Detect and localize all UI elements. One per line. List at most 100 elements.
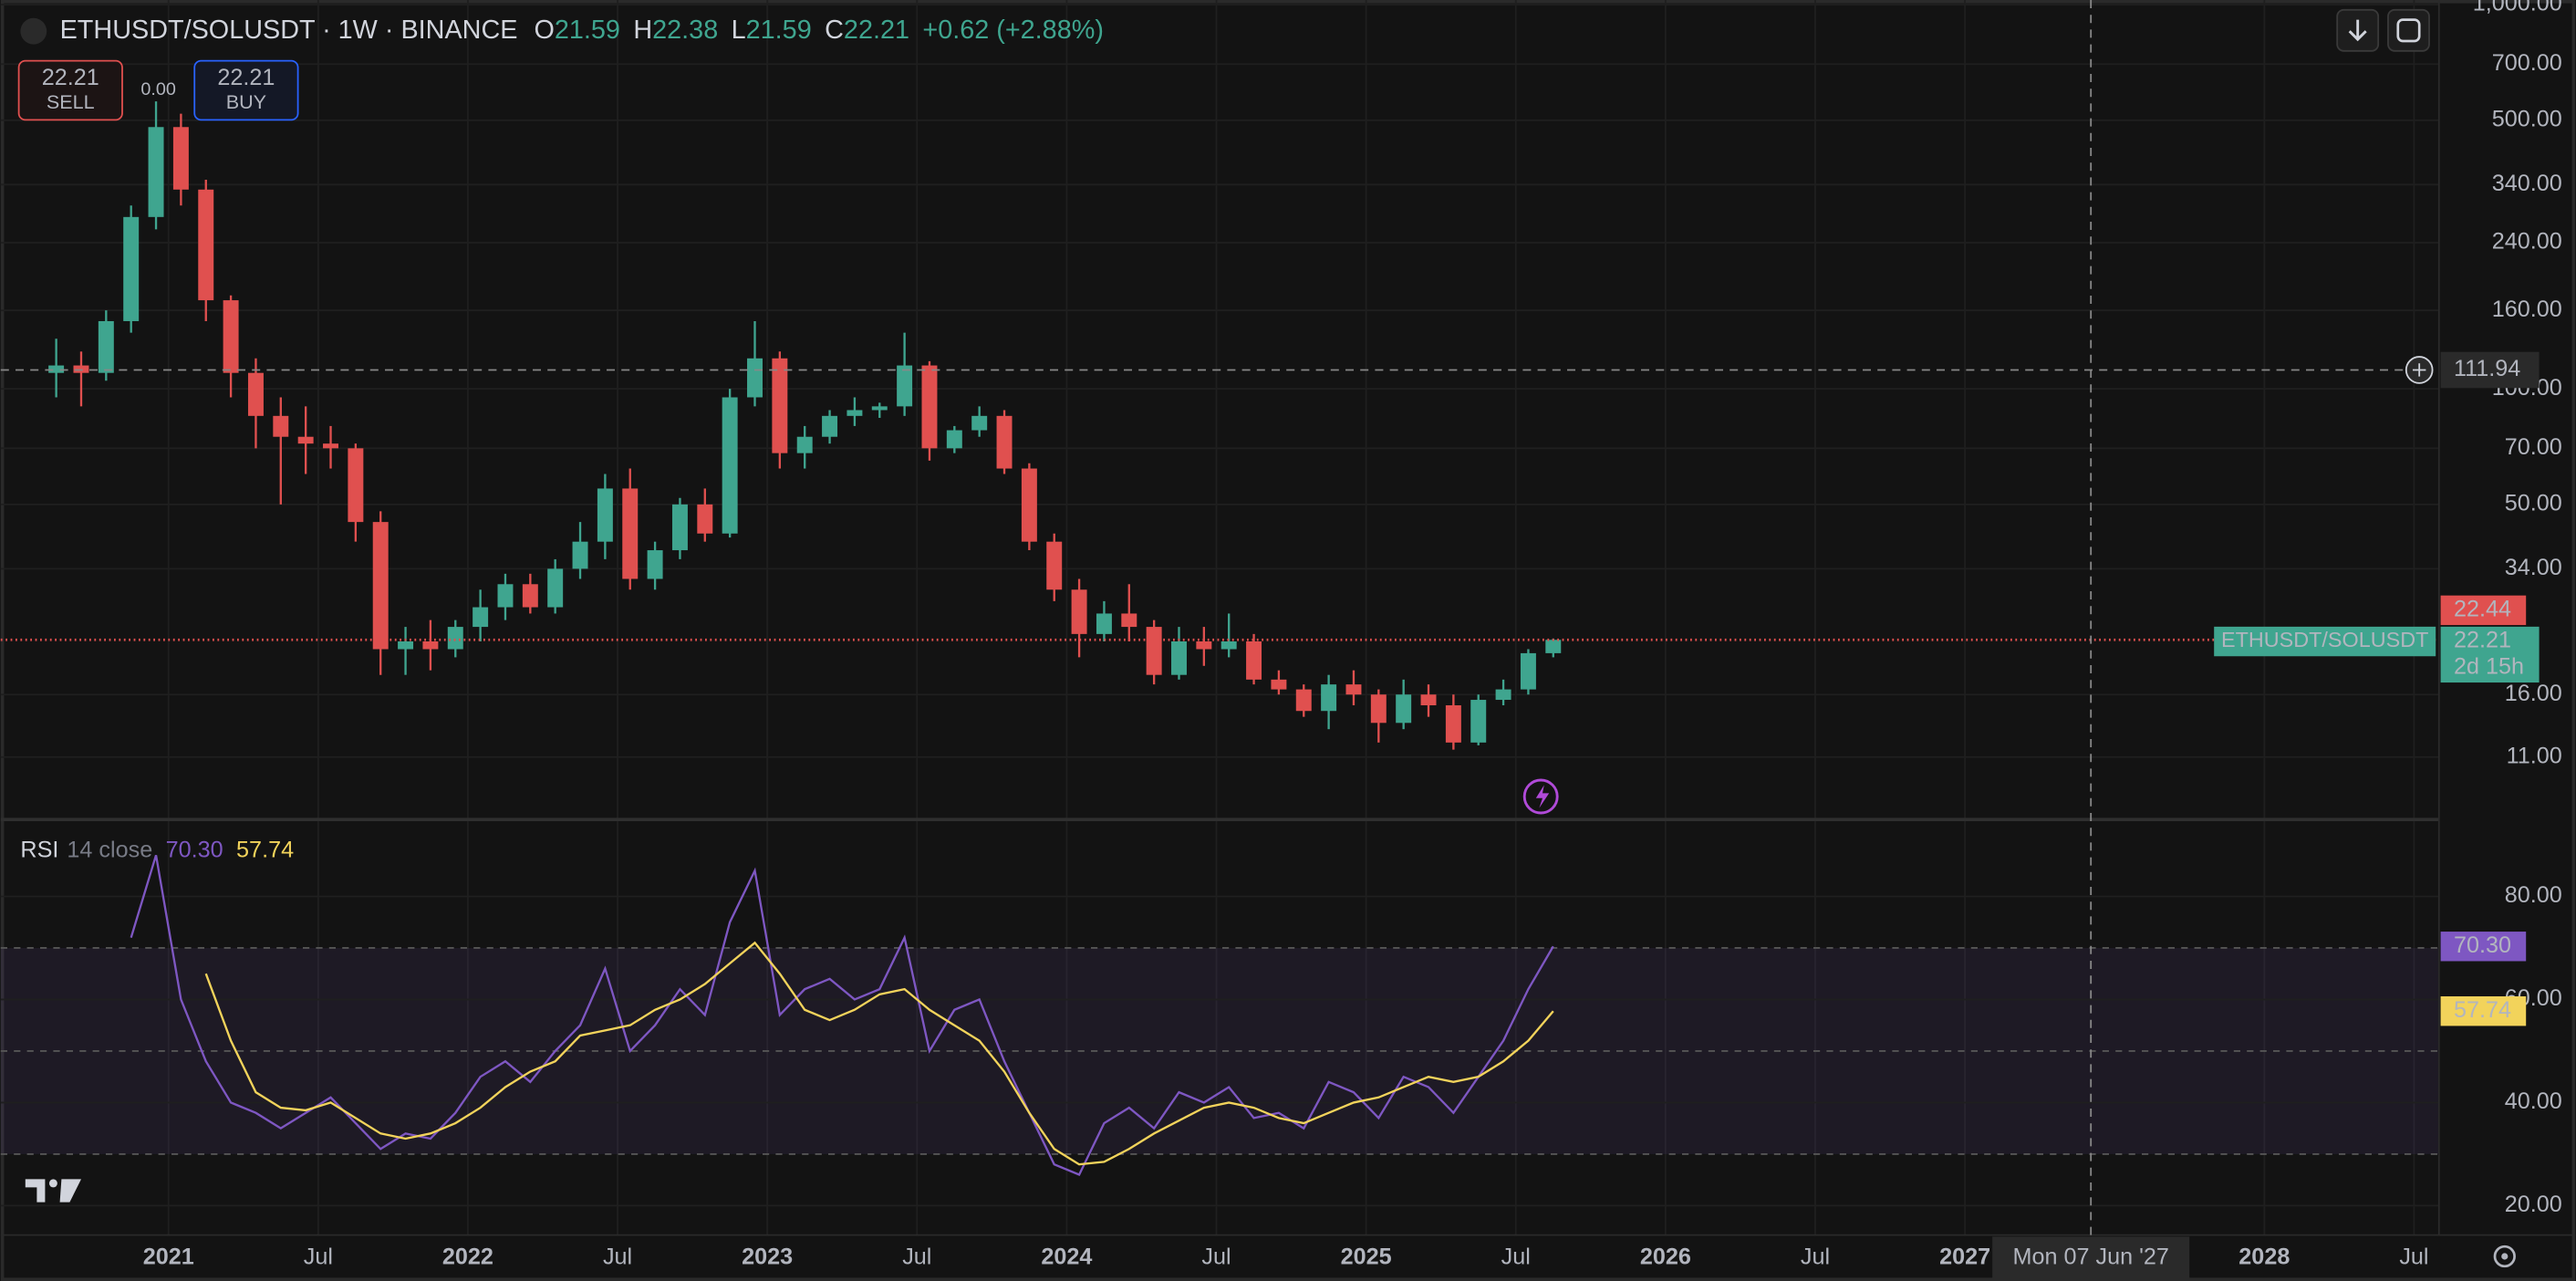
change: +0.62 (+2.88%) — [922, 16, 1104, 45]
x-tick-label: 2021 — [143, 1244, 194, 1269]
settings-icon[interactable] — [2501, 1253, 2508, 1260]
x-tick-label: 2023 — [742, 1244, 793, 1269]
buy-box[interactable] — [193, 59, 299, 121]
candle-body — [1220, 640, 1237, 650]
candle-body — [48, 365, 65, 373]
overlay: ETHUSDT/SOLUSDT · 1W · BINANCE O21.59 H22.… — [17, 0, 2562, 1280]
lightning-icon[interactable] — [1522, 778, 1559, 815]
rsi-tag — [2440, 932, 2527, 962]
candle-body — [1046, 541, 1063, 590]
crosshair-date-label: Mon 07 Jun '27 — [2012, 1244, 2168, 1269]
candle-body — [297, 436, 314, 444]
y-tick-label: 340.00 — [2492, 171, 2562, 196]
rsi-line — [130, 854, 1554, 1177]
settings-button[interactable] — [2493, 1245, 2516, 1268]
legend-header: ETHUSDT/SOLUSDT · 1W · BINANCE O21.59 H22.… — [60, 16, 1104, 45]
candle-body — [148, 127, 164, 217]
rsi-value: 70.30 — [166, 837, 223, 862]
candle-body — [1196, 640, 1212, 650]
y-tick-label: 20.00 — [2505, 1192, 2562, 1217]
candle-body — [273, 415, 289, 437]
crosshair-price-tag — [2440, 351, 2540, 389]
candle-body — [871, 406, 888, 411]
spread: 0.00 — [140, 79, 176, 99]
ohlc-label: H — [633, 16, 652, 45]
x-tick-label: 2026 — [1640, 1244, 1691, 1269]
x-tick-label: 2028 — [2238, 1244, 2290, 1269]
candle-body — [1271, 679, 1287, 690]
x-tick-label: Jul — [2399, 1244, 2428, 1269]
candle-body — [422, 640, 439, 650]
crosshair-plus — [2413, 363, 2426, 377]
candle-body — [647, 550, 663, 579]
candle-body — [1295, 689, 1312, 712]
lightning-ring[interactable] — [1522, 778, 1559, 815]
buy-price[interactable]: 22.21 — [217, 65, 275, 90]
ohlc-label: L — [732, 16, 746, 45]
crosshair-date-tag — [1992, 1236, 2190, 1280]
rsi-legend: RSI 14 close 70.30 57.74 — [20, 837, 294, 862]
rsi-ma-tag — [2440, 996, 2527, 1026]
rsi-band-fill — [0, 947, 2439, 1154]
x-tick-label: 2024 — [1041, 1244, 1092, 1269]
candle-body — [572, 541, 588, 569]
symbol-icon — [20, 17, 47, 45]
candle-body — [671, 504, 688, 551]
replay-icon[interactable] — [2396, 18, 2421, 43]
candle-body — [772, 358, 788, 453]
y-tick-label: 16.00 — [2505, 681, 2562, 706]
x-tick-label: Jul — [603, 1244, 632, 1269]
replay-button[interactable] — [2387, 8, 2430, 52]
symbol-tag — [2214, 626, 2436, 657]
y-tick-label: 160.00 — [2492, 297, 2562, 322]
ohlc-label: C — [825, 16, 844, 45]
download-icon[interactable] — [2348, 19, 2367, 42]
candle-body — [522, 584, 538, 608]
candle-body — [1171, 640, 1187, 675]
sell-price[interactable]: 22.21 — [42, 65, 99, 90]
rsi-params: 14 close — [67, 837, 152, 862]
x-tick-label: Jul — [902, 1244, 931, 1269]
ohlc-value: 21.59 — [555, 16, 620, 45]
candle-body — [1545, 640, 1562, 653]
sell-box[interactable] — [17, 59, 123, 121]
candle-body — [722, 397, 738, 534]
candle-body — [971, 415, 988, 431]
candle-body — [697, 504, 713, 534]
candle-body — [796, 436, 813, 453]
candle-body — [1146, 627, 1162, 675]
candle-body — [497, 584, 514, 608]
logo-part — [25, 1179, 46, 1203]
crosshair-price-label: 111.94 — [2454, 356, 2520, 381]
logo-part — [48, 1179, 57, 1188]
y-tick-label: 11.00 — [2507, 743, 2562, 768]
candle-body — [372, 522, 389, 650]
candle-body — [921, 365, 938, 449]
buy-label[interactable]: BUY — [226, 90, 266, 113]
settings-icon[interactable] — [2493, 1245, 2516, 1268]
lightning-bolt[interactable] — [1535, 785, 1550, 808]
ask-tag — [2440, 595, 2527, 626]
ask-label: 22.44 — [2454, 597, 2511, 622]
rsi-name: RSI — [20, 837, 58, 862]
x-tick-label: 2027 — [1939, 1244, 1990, 1269]
sell-label[interactable]: SELL — [47, 90, 95, 113]
buy-button[interactable]: 22.21 BUY — [193, 59, 299, 121]
button-box[interactable] — [2387, 8, 2430, 52]
candle-body — [398, 640, 414, 650]
candle-body — [1021, 468, 1037, 542]
sell-button[interactable]: 22.21 SELL — [17, 59, 123, 121]
y-tick-label: 240.00 — [2492, 229, 2562, 255]
y-tick-label: 40.00 — [2505, 1088, 2562, 1114]
ohlc-value: 22.38 — [652, 16, 718, 45]
last-price-tag — [2440, 626, 2540, 683]
x-tick-label: 2025 — [1341, 1244, 1392, 1269]
last-price-label: 22.21 — [2454, 628, 2511, 653]
y-tick-label: 700.00 — [2492, 50, 2562, 76]
candle-body — [198, 189, 214, 301]
symbol-tag-label: ETHUSDT/SOLUSDT — [2221, 628, 2428, 651]
tv-logo — [25, 1179, 81, 1203]
download-button[interactable] — [2336, 8, 2380, 52]
logo-part — [59, 1179, 81, 1203]
